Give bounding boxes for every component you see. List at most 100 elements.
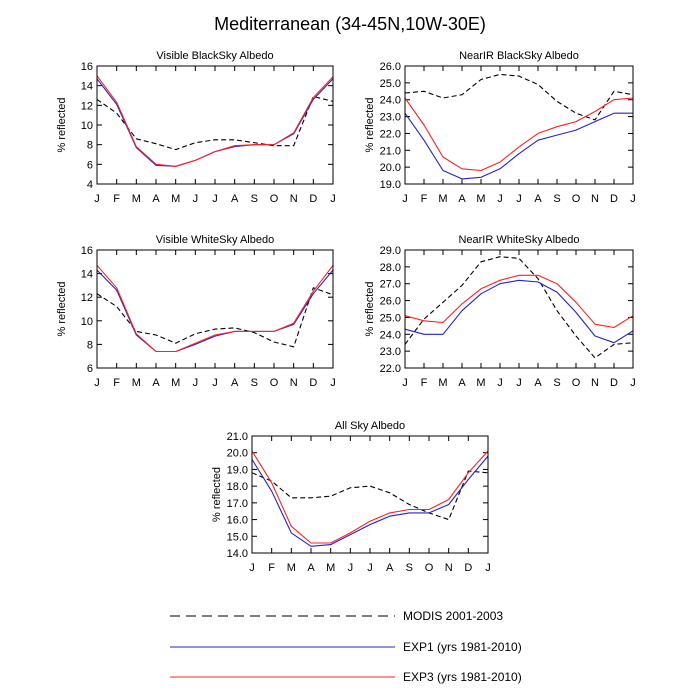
panel-title: All Sky Albedo <box>335 420 405 432</box>
x-tick-label: O <box>572 377 581 389</box>
x-tick-label: O <box>270 377 279 389</box>
y-tick-label: 8 <box>87 140 93 152</box>
x-tick-label: J <box>516 377 522 389</box>
y-tick-label: 29.0 <box>380 245 401 257</box>
x-tick-label: A <box>458 193 466 205</box>
y-tick-label: 19.0 <box>380 179 401 191</box>
legend: MODIS 2001-2003 EXP1 (yrs 1981-2010) EXP… <box>170 609 522 684</box>
x-tick-label: J <box>94 377 100 389</box>
y-tick-label: 26.0 <box>380 296 401 308</box>
y-tick-label: 26.0 <box>380 61 401 73</box>
panel-4: NearIR WhiteSky Albedo 22.0 23.0 24.0 25.0 26… <box>364 234 636 389</box>
x-tick-label: J <box>630 377 636 389</box>
series-line-modis <box>96 95 334 151</box>
y-axis-label: % reflected <box>364 97 376 152</box>
y-tick-label: 10 <box>81 120 93 132</box>
series-line-exp3 <box>404 274 634 329</box>
y-tick-label: 16 <box>81 245 93 257</box>
x-tick-label: N <box>290 193 298 205</box>
legend-exp3-label: EXP3 (yrs 1981-2010) <box>403 670 522 684</box>
series-line-modis <box>404 256 634 359</box>
x-tick-label: N <box>591 193 599 205</box>
y-tick-label: 16.0 <box>227 515 248 527</box>
x-tick-label: S <box>251 193 258 205</box>
x-tick-label: A <box>458 377 466 389</box>
x-tick-label: J <box>330 193 336 205</box>
y-tick-label: 14 <box>81 81 93 93</box>
x-tick-label: M <box>171 377 180 389</box>
x-tick-label: J <box>212 193 218 205</box>
series-line-exp1 <box>404 279 634 344</box>
plot-frame <box>96 249 334 369</box>
y-tick-label: 24.0 <box>380 329 401 341</box>
x-tick-label: J <box>497 377 503 389</box>
x-tick-label: J <box>402 377 408 389</box>
x-tick-label: M <box>476 377 485 389</box>
series-line-exp3 <box>96 264 334 353</box>
y-tick-label: 23.0 <box>380 112 401 124</box>
x-tick-label: M <box>326 562 335 574</box>
y-tick-label: 10 <box>81 316 93 328</box>
x-tick-label: M <box>476 193 485 205</box>
y-tick-label: 22.0 <box>380 128 401 140</box>
x-tick-label: J <box>193 193 199 205</box>
x-tick-label: M <box>287 562 296 574</box>
y-axis-label: % reflected <box>56 97 68 152</box>
x-tick-label: N <box>290 377 298 389</box>
x-tick-label: F <box>113 377 120 389</box>
x-tick-label: F <box>421 193 428 205</box>
y-tick-label: 19.0 <box>227 464 248 476</box>
x-tick-label: J <box>193 377 199 389</box>
plot-frame <box>404 249 634 369</box>
y-tick-label: 21.0 <box>227 431 248 443</box>
series-line-modis <box>404 73 634 121</box>
y-tick-label: 21.0 <box>380 145 401 157</box>
y-tick-label: 18.0 <box>227 481 248 493</box>
x-tick-label: A <box>152 193 160 205</box>
x-tick-label: D <box>610 193 618 205</box>
y-tick-label: 14.0 <box>227 548 248 560</box>
series-line-modis <box>251 470 489 521</box>
y-tick-label: 12 <box>81 292 93 304</box>
series-line-exp1 <box>96 269 334 353</box>
panel-2: NearIR BlackSky Albedo 19.0 20.0 21.0 22.0 23… <box>364 50 636 205</box>
series-line-modis <box>96 287 334 348</box>
y-axis-label: % reflected <box>211 467 223 522</box>
x-tick-label: A <box>534 193 542 205</box>
panel-title: NearIR WhiteSky Albedo <box>458 234 579 246</box>
y-tick-label: 20.0 <box>380 162 401 174</box>
x-tick-label: N <box>445 562 453 574</box>
x-tick-label: D <box>309 193 317 205</box>
legend-modis-label: MODIS 2001-2003 <box>403 609 503 623</box>
series-line-exp3 <box>96 75 334 167</box>
x-tick-label: J <box>94 193 100 205</box>
y-tick-label: 12 <box>81 100 93 112</box>
y-tick-label: 16 <box>81 61 93 73</box>
x-tick-label: F <box>421 377 428 389</box>
series-line-exp3 <box>404 97 634 172</box>
y-tick-label: 4 <box>87 179 93 191</box>
x-tick-label: S <box>553 377 560 389</box>
x-tick-label: M <box>438 377 447 389</box>
series-line-exp3 <box>251 450 489 544</box>
y-tick-label: 8 <box>87 339 93 351</box>
panel-title: NearIR BlackSky Albedo <box>459 50 579 62</box>
panel-title: Visible BlackSky Albedo <box>156 50 273 62</box>
x-tick-label: M <box>132 193 141 205</box>
x-tick-label: J <box>497 193 503 205</box>
x-tick-label: N <box>591 377 599 389</box>
x-tick-label: O <box>572 193 581 205</box>
x-tick-label: S <box>406 562 413 574</box>
x-tick-label: J <box>485 562 491 574</box>
x-tick-label: J <box>516 193 522 205</box>
y-tick-label: 14 <box>81 269 93 281</box>
panel-title: Visible WhiteSky Albedo <box>156 234 274 246</box>
y-tick-label: 25.0 <box>380 78 401 90</box>
y-tick-label: 23.0 <box>380 346 401 358</box>
x-tick-label: A <box>307 562 315 574</box>
series-line-exp1 <box>96 78 334 167</box>
x-tick-label: J <box>367 562 373 574</box>
series-line-exp1 <box>251 455 489 547</box>
y-tick-label: 28.0 <box>380 262 401 274</box>
